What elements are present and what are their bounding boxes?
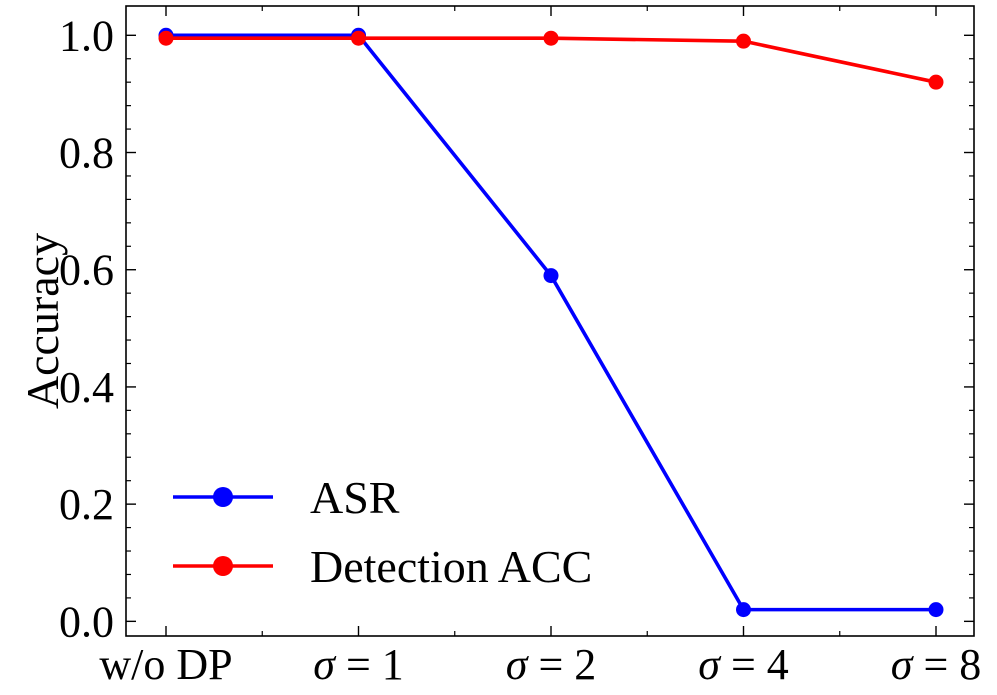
data-point-detection-acc (928, 74, 944, 90)
major-ticks (126, 6, 974, 636)
legend: ASR Detection ACC (173, 472, 592, 592)
data-point-detection-acc (158, 30, 174, 46)
x-tick-label: σ = 4 (698, 640, 789, 689)
data-point-detection-acc (543, 30, 559, 46)
y-axis-label: Accuracy (17, 233, 68, 409)
y-tick-label: 0.0 (59, 597, 114, 646)
legend-label-asr: ASR (310, 472, 400, 523)
minor-ticks (126, 6, 974, 636)
x-tick-labels: w/o DP σ = 1 σ = 2 σ = 4 σ = 8 (99, 640, 981, 689)
y-tick-label: 0.4 (59, 363, 114, 412)
x-tick-label: σ = 2 (506, 640, 597, 689)
data-point-asr (543, 268, 559, 284)
data-point-detection-acc (736, 33, 751, 49)
data-point-asr (928, 602, 944, 618)
legend-label-detection-acc: Detection ACC (310, 541, 592, 592)
y-tick-labels: 0.0 0.2 0.4 0.6 0.8 1.0 (59, 11, 114, 646)
x-tick-label: σ = 1 (313, 640, 404, 689)
y-tick-label: 0.8 (59, 129, 114, 178)
y-tick-label: 0.6 (59, 246, 114, 295)
x-tick-label: w/o DP (99, 640, 232, 689)
data-point-asr (736, 602, 751, 618)
series-points (158, 27, 944, 618)
y-tick-label: 1.0 (59, 11, 114, 60)
x-tick-label: σ = 8 (891, 640, 982, 689)
y-tick-label: 0.2 (59, 480, 114, 529)
plot-frame (125, 5, 975, 637)
legend-marker-detection-acc (213, 556, 233, 576)
legend-marker-asr (213, 487, 233, 507)
data-point-detection-acc (351, 30, 366, 46)
